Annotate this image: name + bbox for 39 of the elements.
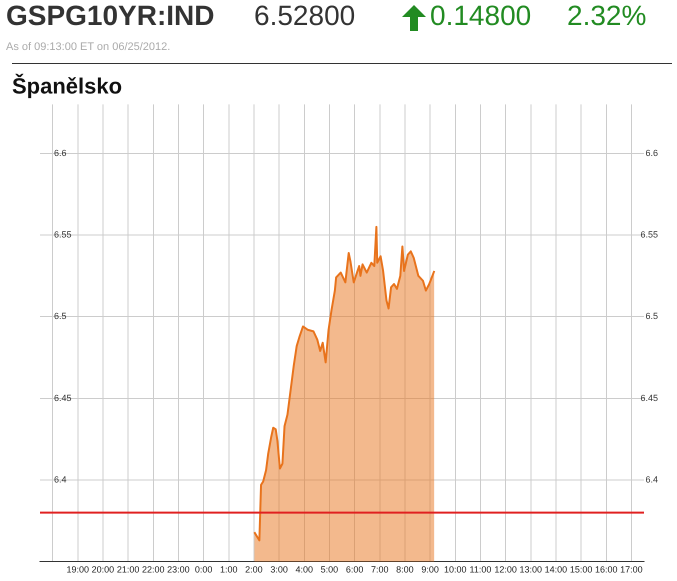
text: GSPG10YR:IND: [6, 0, 214, 32]
y-tick-label: 6.55: [54, 230, 72, 240]
x-tick-label: 19:00: [66, 564, 90, 574]
x-tick-label: 9:00: [421, 564, 439, 574]
x-tick-label: 3:00: [270, 564, 288, 574]
y-tick-label: 6.5: [54, 311, 67, 322]
y2-tick-label: 6.5: [645, 311, 658, 322]
text: 6.52800: [254, 0, 356, 32]
x-tick-label: 1:00: [220, 564, 238, 574]
x-tick-label: 14:00: [544, 564, 568, 574]
text: 2.32%: [567, 0, 646, 32]
y2-tick-label: 6.6: [645, 148, 658, 158]
x-tick-label: 17:00: [620, 564, 643, 574]
x-tick-label: 20:00: [92, 564, 114, 574]
chart-title: Španělsko: [12, 73, 122, 98]
x-tick-label: 6:00: [346, 564, 364, 574]
x-tick-label: 8:00: [396, 564, 414, 574]
y-tick-label: 6.45: [54, 392, 72, 403]
x-tick-label: 7:00: [370, 564, 389, 574]
y-tick-label: 6.6: [54, 148, 67, 158]
x-tick-label: 16:00: [594, 564, 618, 574]
x-tick-label: 12:00: [494, 564, 517, 574]
x-tick-label: 22:00: [142, 564, 165, 574]
x-tick-label: 4:00: [295, 564, 314, 574]
x-tick-label: 2:00: [245, 564, 263, 574]
x-tick-label: 11:00: [469, 564, 492, 574]
y2-tick-label: 6.45: [640, 392, 658, 403]
text: 0.14800: [430, 0, 532, 32]
x-tick-label: 21:00: [116, 564, 140, 574]
x-tick-label: 10:00: [444, 564, 467, 574]
y2-tick-label: 6.4: [645, 474, 658, 484]
x-tick-label: 15:00: [570, 564, 592, 574]
y2-tick-label: 6.55: [640, 230, 658, 240]
x-tick-label: 0:00: [194, 564, 212, 574]
x-tick-label: 23:00: [167, 564, 190, 574]
x-tick-label: 5:00: [320, 564, 338, 574]
x-tick-label: 13:00: [519, 564, 542, 574]
y-tick-label: 6.4: [54, 474, 67, 484]
text: As of 09:13:00 ET on 06/25/2012.: [6, 41, 170, 53]
